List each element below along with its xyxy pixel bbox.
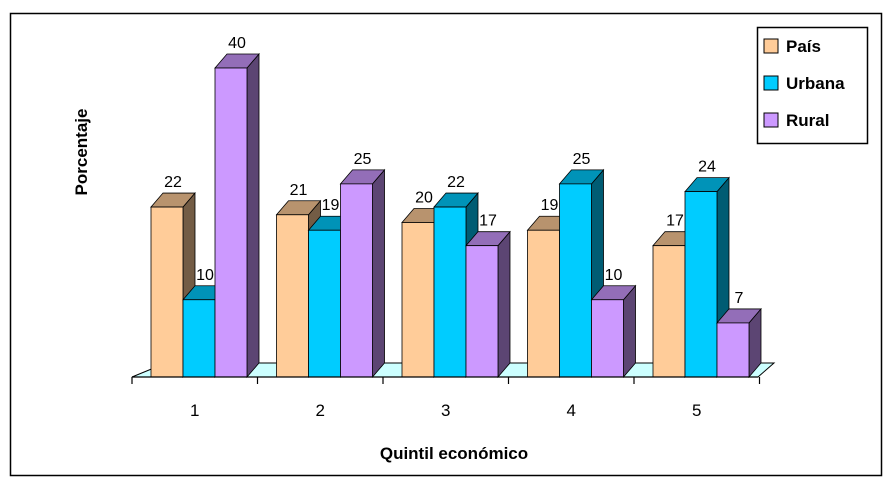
data-label: 25 bbox=[573, 151, 591, 168]
legend-label: Rural bbox=[786, 111, 829, 130]
bar-side bbox=[246, 52, 260, 379]
bar-rural-5 bbox=[716, 307, 762, 379]
data-label: 17 bbox=[479, 213, 497, 230]
bar-urbana-4 bbox=[558, 168, 605, 379]
bar-front bbox=[591, 299, 624, 378]
legend-label: Urbana bbox=[786, 74, 845, 93]
x-tick-label: 3 bbox=[441, 401, 450, 420]
x-tick-label: 4 bbox=[567, 401, 576, 420]
bar-front bbox=[652, 245, 686, 378]
legend-swatch bbox=[763, 75, 779, 91]
data-label: 10 bbox=[605, 267, 623, 284]
bar-front bbox=[527, 229, 560, 378]
data-label: 22 bbox=[164, 174, 182, 191]
data-label: 21 bbox=[290, 182, 308, 199]
data-label: 19 bbox=[322, 197, 340, 214]
bar-front bbox=[684, 191, 718, 378]
data-label: 17 bbox=[666, 213, 684, 230]
x-tick-label: 1 bbox=[190, 401, 199, 420]
bar-front bbox=[182, 299, 216, 378]
x-axis: 1 2 3 4 5 bbox=[131, 376, 761, 420]
legend-swatch bbox=[763, 112, 779, 128]
data-label: 19 bbox=[541, 197, 559, 214]
data-label: 7 bbox=[735, 290, 744, 307]
data-label: 20 bbox=[415, 190, 433, 207]
bar-front bbox=[433, 206, 467, 378]
bar-side bbox=[372, 168, 385, 379]
data-label: 25 bbox=[354, 151, 372, 168]
data-label: 24 bbox=[698, 159, 716, 176]
bar-front bbox=[716, 322, 750, 378]
bar-side bbox=[497, 230, 511, 379]
legend-item-rural: Rural bbox=[763, 111, 829, 130]
legend-item-urbana: Urbana bbox=[763, 74, 845, 93]
bar-front bbox=[150, 206, 184, 378]
bar-rural-4 bbox=[590, 284, 637, 379]
bar-front bbox=[308, 229, 341, 378]
bar-layer bbox=[150, 52, 762, 379]
y-axis-title: Porcentaje bbox=[72, 109, 91, 196]
x-tick-label: 5 bbox=[692, 401, 701, 420]
bar-rural-3 bbox=[465, 230, 511, 379]
legend-swatch bbox=[763, 38, 779, 54]
data-label: 22 bbox=[447, 174, 465, 191]
bar-rural-1 bbox=[214, 52, 260, 379]
data-label-layer: 22 10 40 21 19 25 20 22 17 19 25 10 17 24 7 bbox=[164, 35, 743, 307]
bar-front bbox=[559, 183, 592, 378]
legend: País Urbana Rural bbox=[756, 26, 869, 145]
x-tick-label: 2 bbox=[316, 401, 325, 420]
bar-front bbox=[401, 222, 435, 378]
bar-front bbox=[214, 67, 248, 378]
bar-front bbox=[340, 183, 373, 378]
data-label: 10 bbox=[196, 267, 214, 284]
legend-label: País bbox=[786, 37, 821, 56]
data-label: 40 bbox=[228, 35, 246, 52]
bar-front bbox=[276, 214, 309, 378]
bar-rural-2 bbox=[339, 168, 386, 379]
legend-item-país: País bbox=[763, 37, 821, 56]
x-axis-title: Quintil económico bbox=[380, 444, 528, 463]
bar-side bbox=[623, 284, 636, 379]
bar-front bbox=[465, 245, 499, 378]
